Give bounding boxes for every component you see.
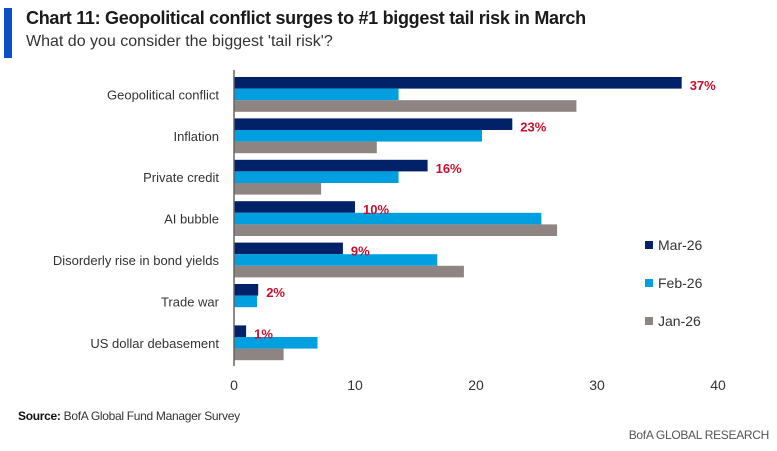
- bar-mar-26: [234, 118, 513, 130]
- bar-jan-26: [234, 183, 322, 195]
- bar-feb-26: [234, 295, 257, 308]
- category-label: Inflation: [173, 129, 219, 144]
- bar-mar-26: [234, 242, 343, 255]
- data-label: 23%: [520, 119, 546, 134]
- data-label: 10%: [363, 202, 389, 217]
- legend-label: Mar-26: [658, 237, 703, 253]
- bar-feb-26: [234, 337, 318, 349]
- category-label: Disorderly rise in bond yields: [53, 253, 220, 268]
- x-tick-label: 20: [468, 377, 484, 393]
- x-tick-label: 10: [347, 377, 363, 393]
- data-label: 37%: [690, 78, 716, 93]
- brand-label: BofA GLOBAL RESEARCH: [628, 428, 770, 442]
- category-label: AI bubble: [164, 212, 219, 227]
- bar-mar-26: [234, 201, 355, 213]
- bar-feb-26: [234, 254, 438, 266]
- bar-jan-26: [234, 348, 284, 361]
- bar-jan-26: [234, 265, 464, 278]
- legend-swatch-mar-26: [645, 241, 653, 249]
- x-tick-label: 40: [710, 377, 726, 393]
- data-label: 9%: [351, 244, 370, 259]
- data-label: 1%: [254, 326, 273, 341]
- legend-swatch-feb-26: [645, 279, 653, 287]
- category-label: Geopolitical conflict: [107, 87, 219, 102]
- bar-mar-26: [234, 325, 247, 337]
- title-accent-bar: [4, 8, 12, 58]
- bar-jan-26: [234, 141, 377, 154]
- source-label: Source:: [18, 409, 61, 423]
- x-tick-label: 0: [230, 377, 238, 393]
- legend-swatch-jan-26: [645, 317, 653, 325]
- category-label: Private credit: [143, 170, 219, 185]
- bar-mar-26: [234, 77, 682, 89]
- bar-jan-26: [234, 224, 558, 236]
- data-label: 16%: [436, 161, 462, 176]
- legend-label: Jan-26: [658, 313, 701, 329]
- legend-label: Feb-26: [658, 275, 703, 291]
- chart-subtitle: What do you consider the biggest 'tail r…: [26, 33, 333, 50]
- source-note: Source: BofA Global Fund Manager Survey: [18, 409, 240, 423]
- chart-title: Chart 11: Geopolitical conflict surges t…: [26, 8, 586, 28]
- bar-feb-26: [234, 130, 483, 142]
- category-label: US dollar debasement: [90, 336, 219, 351]
- bar-jan-26: [234, 100, 577, 112]
- x-tick-label: 30: [589, 377, 605, 393]
- category-label: Trade war: [161, 294, 220, 309]
- source-text: BofA Global Fund Manager Survey: [63, 409, 240, 423]
- bar-feb-26: [234, 171, 399, 183]
- data-label: 2%: [266, 285, 285, 300]
- bar-feb-26: [234, 88, 399, 101]
- bar-feb-26: [234, 212, 542, 225]
- bar-mar-26: [234, 284, 259, 296]
- bar-mar-26: [234, 159, 428, 172]
